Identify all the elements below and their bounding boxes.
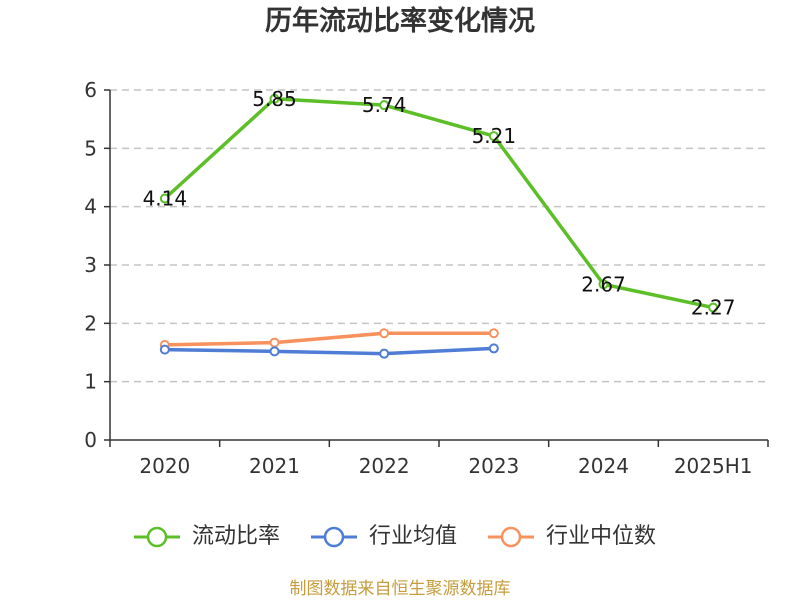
y-tick-label: 2 (84, 311, 97, 335)
legend-label: 流动比率 (192, 524, 281, 549)
industry-mean-series (159, 343, 499, 359)
legend-item-industry-mean[interactable]: 行业均值 (311, 523, 457, 551)
legend-line-circle-icon (311, 526, 357, 548)
x-tick-label: 2025H1 (674, 454, 753, 478)
industry-mean-point (269, 346, 280, 357)
y-tick-label: 1 (84, 370, 97, 394)
y-tick-label: 0 (84, 428, 97, 452)
legend-icon-circle (323, 526, 345, 548)
legend-label: 行业中位数 (546, 524, 657, 549)
current-ratio-data-label: 5.21 (472, 124, 517, 148)
legend-label: 行业均值 (369, 524, 458, 549)
legend-item-current-ratio[interactable]: 流动比率 (134, 523, 280, 551)
x-tick-label: 2023 (468, 454, 519, 478)
data-labels: 4.14 5.85 5.74 5.21 2.67 2.27 (143, 87, 736, 320)
industry-median-line (163, 331, 496, 347)
current-ratio-point (159, 193, 170, 204)
current-ratio-data-label: 4.14 (143, 187, 188, 211)
x-tick-label: 2024 (578, 454, 629, 478)
current-ratio-point (269, 93, 280, 104)
current-ratio-data-label: 2.27 (691, 296, 736, 320)
y-tick-label: 4 (84, 195, 97, 219)
chart-title: 历年流动比率变化情况 (265, 6, 535, 37)
industry-median-series (159, 328, 499, 350)
industry-mean-point (379, 348, 390, 359)
x-tick-label: 2022 (359, 454, 410, 478)
y-tick-label: 3 (84, 253, 97, 277)
legend-item-industry-median[interactable]: 行业中位数 (488, 523, 656, 551)
x-tick-label: 2021 (249, 454, 300, 478)
current-ratio-point (379, 100, 390, 111)
legend-icon-circle (500, 526, 522, 548)
current-ratio-data-label: 5.85 (252, 87, 297, 111)
industry-median-point (379, 328, 390, 339)
data-source-note: 制图数据来自恒生聚源数据库 (289, 579, 511, 599)
legend-line-circle-icon (134, 526, 180, 548)
current-ratio-data-label: 2.67 (581, 272, 626, 296)
industry-mean-point (159, 344, 170, 355)
series-layer (159, 93, 719, 359)
current-ratio-data-label: 5.74 (362, 93, 407, 117)
x-tick-label: 2020 (139, 454, 190, 478)
legend-line-circle-icon (488, 526, 534, 548)
current-ratio-point (708, 302, 719, 313)
current-ratio-point (488, 131, 499, 142)
industry-mean-line (163, 346, 496, 356)
current-ratio-line (163, 97, 715, 310)
gridlines (110, 89, 768, 383)
current-ratio-point (598, 279, 609, 290)
current-ratio-series (159, 93, 719, 313)
axes: 0 1 2 3 4 5 6 2020 2021 2022 2023 2024 2025H1 (84, 78, 769, 478)
y-tick-label: 6 (84, 78, 97, 102)
industry-median-point (269, 337, 280, 348)
y-tick-label: 5 (84, 136, 97, 160)
industry-mean-point (488, 343, 499, 354)
industry-median-point (488, 328, 499, 339)
legend-icon-circle (146, 526, 168, 548)
